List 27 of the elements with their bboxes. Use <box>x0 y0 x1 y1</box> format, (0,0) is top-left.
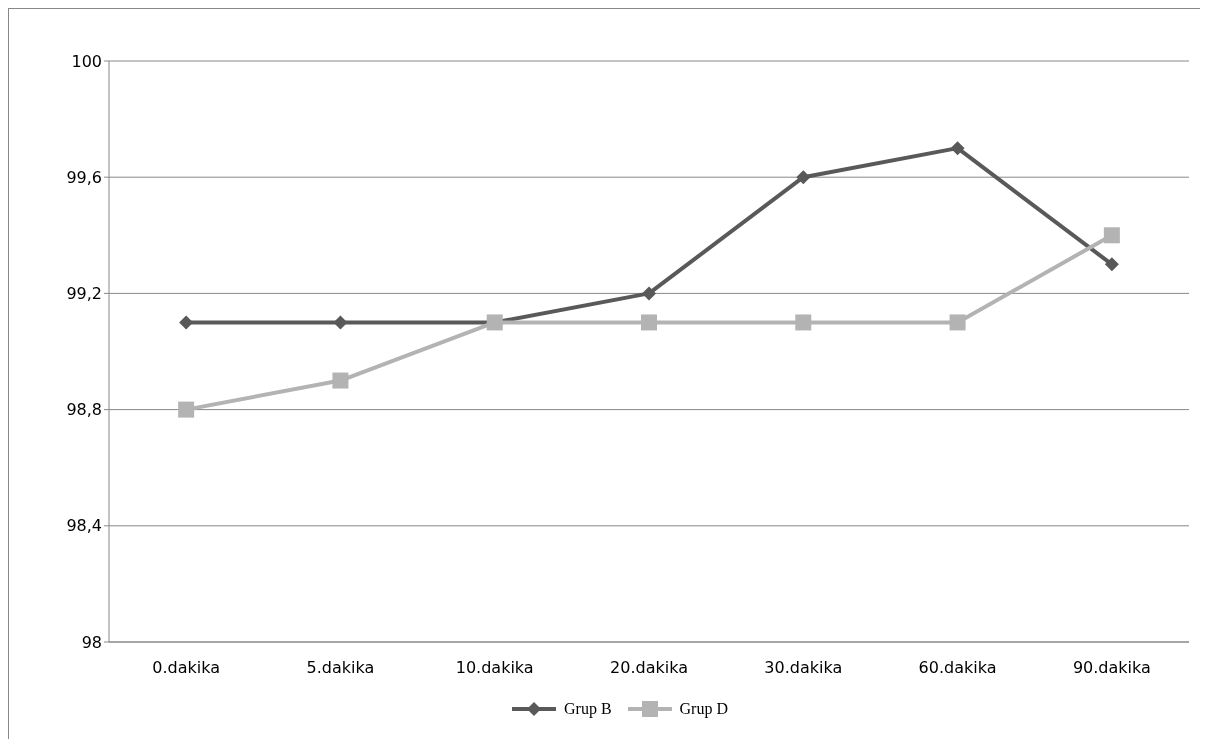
y-tick-label: 98,4 <box>66 516 102 536</box>
x-tick-label: 20.dakika <box>610 658 688 678</box>
y-tick-label: 99,6 <box>66 167 102 187</box>
point <box>795 314 812 331</box>
point <box>179 315 194 330</box>
point <box>1103 227 1120 244</box>
x-tick-label: 10.dakika <box>455 658 534 678</box>
legend-label: Grup B <box>564 700 612 718</box>
x-tick-label: 90.dakika <box>1072 658 1151 678</box>
point <box>949 314 966 331</box>
point <box>178 401 195 418</box>
y-tick-label: 99,2 <box>66 284 102 304</box>
point <box>950 141 965 156</box>
point <box>1104 257 1119 272</box>
x-tick-label: 30.dakika <box>764 658 843 678</box>
point <box>641 314 657 331</box>
point <box>796 170 811 185</box>
legend-label: Grup D <box>679 700 728 718</box>
x-tick-label: 0.dakika <box>152 658 221 678</box>
point <box>333 315 348 330</box>
x-tick-label: 60.dakika <box>918 658 997 678</box>
x-tick-label: 5.dakika <box>306 658 375 678</box>
point <box>642 286 656 301</box>
y-tick-label: 98,8 <box>66 400 102 420</box>
y-tick-label: 98 <box>81 632 102 652</box>
point <box>332 372 349 389</box>
y-tick-label: 100 <box>71 51 102 71</box>
